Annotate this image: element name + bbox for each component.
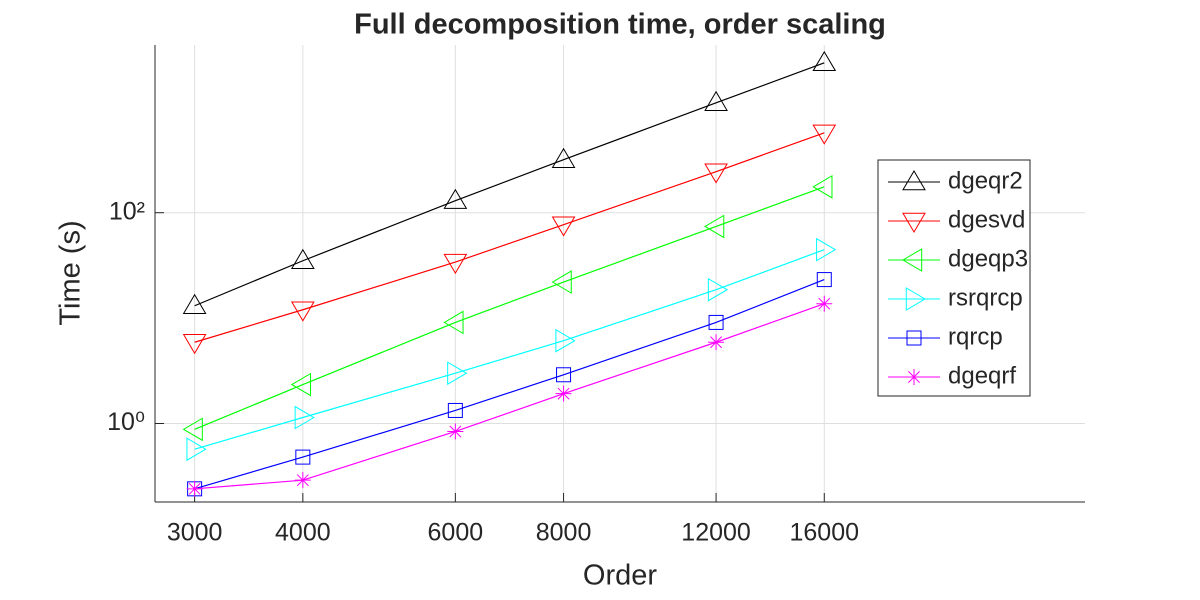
marker (704, 90, 728, 111)
x-tick-label: 4000 (275, 519, 331, 547)
x-tick-label: 12000 (681, 519, 751, 547)
marker (902, 170, 926, 191)
marker (812, 124, 837, 145)
marker (186, 480, 203, 497)
marker (812, 174, 833, 199)
marker (295, 449, 311, 465)
x-tick-label: 16000 (790, 519, 860, 547)
marker (294, 472, 311, 489)
marker (906, 369, 922, 385)
y-tick-label: 10⁰ (107, 408, 145, 436)
marker (816, 237, 837, 262)
marker (290, 248, 315, 269)
marker (447, 423, 464, 440)
marker (290, 301, 315, 322)
x-tick-label: 6000 (428, 519, 484, 547)
legend-box (877, 159, 1031, 397)
marker (902, 212, 926, 233)
marker (704, 163, 728, 184)
marker (816, 295, 833, 312)
marker (555, 328, 576, 353)
marker (182, 293, 207, 314)
series-line (194, 62, 825, 307)
legend-label: dgeqp3 (948, 245, 1028, 272)
marker (186, 437, 207, 462)
marker (816, 272, 832, 288)
marker (902, 248, 923, 272)
x-tick-label: 3000 (167, 519, 223, 547)
chart-title: Full decomposition time, order scaling (354, 9, 886, 41)
marker (447, 361, 468, 386)
marker (447, 402, 463, 418)
y-tick-label: 10² (109, 197, 145, 225)
marker (290, 372, 312, 397)
marker (551, 216, 576, 237)
marker (443, 310, 464, 335)
marker (443, 188, 468, 209)
marker (551, 270, 572, 294)
marker (182, 334, 207, 355)
marker (708, 334, 725, 351)
marker (556, 367, 572, 383)
marker (812, 50, 837, 72)
series-line (194, 279, 825, 490)
series-line (194, 249, 825, 450)
y-axis-label: Time (s) (55, 220, 87, 325)
legend-label: dgesvd (948, 206, 1025, 233)
series-line (194, 132, 825, 343)
marker (182, 417, 203, 442)
x-axis-label: Order (583, 560, 657, 592)
marker (443, 253, 468, 275)
series-line (194, 303, 825, 490)
series-line (194, 186, 825, 430)
legend-label: dgeqr2 (948, 167, 1023, 194)
marker (555, 385, 572, 402)
legend-label: rqrcp (948, 323, 1003, 350)
marker (906, 330, 922, 346)
x-tick-label: 8000 (536, 519, 592, 547)
legend-label: dgeqrf (948, 362, 1016, 389)
marker (707, 277, 729, 302)
marker (704, 214, 725, 239)
marker (551, 147, 576, 168)
marker (905, 287, 926, 311)
legend-label: rsrqrcp (948, 284, 1023, 311)
marker (294, 405, 315, 430)
marker (708, 314, 724, 330)
